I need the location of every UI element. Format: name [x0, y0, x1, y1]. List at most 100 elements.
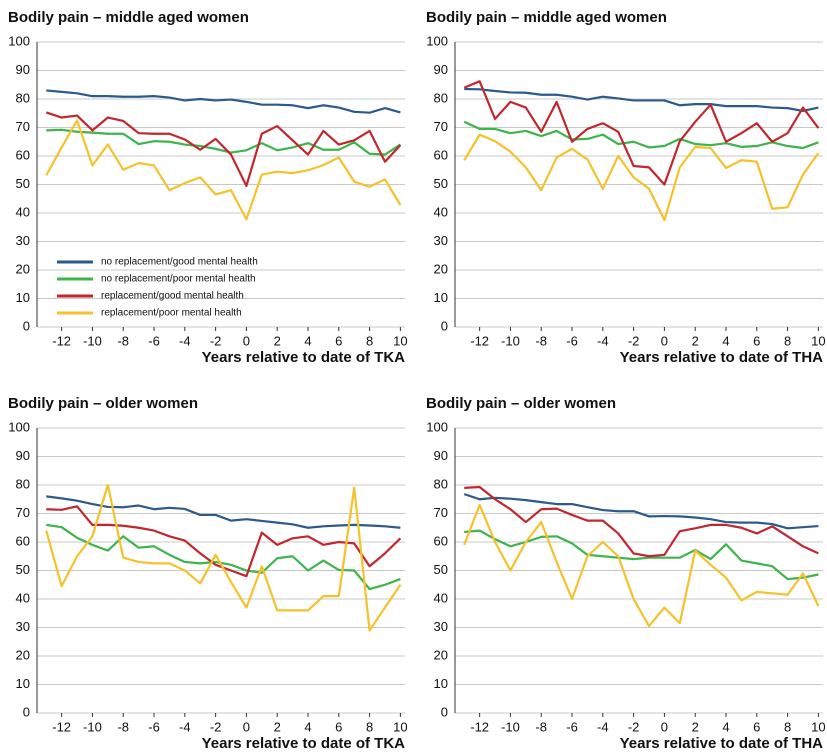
series-line	[464, 529, 819, 581]
series-line	[46, 495, 401, 529]
y-tick-label: 70	[16, 505, 30, 520]
x-tick-label: -4	[179, 333, 191, 348]
y-tick-label: 10	[434, 676, 448, 691]
y-tick-label: 70	[434, 505, 448, 520]
panel: Bodily pain – middle aged women 0 10 20 30 40…	[8, 9, 408, 366]
x-tick-label: -12	[52, 719, 71, 734]
x-tick-label: -8	[535, 333, 547, 348]
x-tick-label: 2	[274, 719, 281, 734]
y-tick-label: 30	[434, 619, 448, 634]
y-tick-label: 30	[16, 619, 30, 634]
y-tick-label: 40	[434, 204, 448, 219]
x-tick-label: -2	[210, 719, 222, 734]
x-tick-label: 10	[393, 719, 407, 734]
y-tick-label: 40	[16, 204, 30, 219]
x-tick-label: 2	[692, 719, 699, 734]
y-tick-label: 50	[434, 176, 448, 191]
y-tick-label: 90	[16, 448, 30, 463]
x-tick-label: 8	[784, 719, 791, 734]
x-tick-label: -12	[470, 719, 489, 734]
x-tick-label: -4	[597, 333, 609, 348]
legend-label: replacement/good mental health	[101, 291, 244, 302]
y-tick-label: 90	[16, 62, 30, 77]
x-tick-label: -10	[83, 719, 102, 734]
y-tick-label: 90	[434, 62, 448, 77]
x-tick-label: 10	[393, 333, 407, 348]
x-tick-label: 0	[661, 333, 668, 348]
y-tick-label: 10	[434, 290, 448, 305]
y-tick-label: 100	[8, 419, 30, 434]
y-tick-label: 0	[23, 318, 30, 333]
series-line	[464, 485, 819, 558]
x-tick-label: -6	[566, 333, 578, 348]
y-tick-label: 50	[434, 562, 448, 577]
y-tick-label: 0	[441, 318, 448, 333]
y-tick-label: 0	[23, 704, 30, 719]
panel: Bodily pain – middle aged women010203040…	[426, 9, 826, 366]
x-tick-label: 6	[753, 719, 760, 734]
y-tick-label: 60	[16, 533, 30, 548]
y-tick-label: 100	[426, 419, 448, 434]
y-tick-label: 40	[16, 590, 30, 605]
x-tick-label: -8	[535, 719, 547, 734]
x-tick-label: 4	[722, 333, 729, 348]
panel: Bodily pain – older women010203040506070…	[8, 395, 408, 752]
x-tick-label: 8	[784, 333, 791, 348]
y-tick-label: 30	[16, 233, 30, 248]
x-tick-label: 2	[692, 333, 699, 348]
x-tick-label: -4	[597, 719, 609, 734]
x-tick-label: 4	[304, 333, 311, 348]
series-line	[463, 80, 820, 186]
chart-title: Bodily pain – middle aged women	[426, 9, 667, 26]
x-tick-label: 0	[243, 719, 250, 734]
y-tick-label: 10	[16, 676, 30, 691]
x-tick-label: 2	[274, 333, 281, 348]
x-tick-label: 0	[661, 719, 668, 734]
y-tick-label: 70	[434, 119, 448, 134]
y-tick-label: 20	[16, 647, 30, 662]
y-tick-label: 50	[16, 176, 30, 191]
y-tick-label: 90	[434, 448, 448, 463]
y-tick-label: 60	[16, 147, 30, 162]
y-tick-label: 20	[16, 261, 30, 276]
series-line	[463, 503, 820, 628]
series-line	[463, 133, 820, 222]
y-tick-label: 10	[16, 290, 30, 305]
x-tick-label: 6	[335, 719, 342, 734]
series-line	[464, 87, 819, 113]
series-line	[46, 523, 401, 591]
y-tick-label: 100	[8, 33, 30, 48]
chart-title: Bodily pain – older women	[426, 395, 616, 412]
x-tick-label: -4	[179, 719, 191, 734]
legend-label: no replacement/good mental health	[101, 257, 258, 268]
x-axis-label: Years relative to date of TKA	[202, 349, 406, 366]
x-tick-label: -6	[148, 719, 160, 734]
x-tick-label: 8	[366, 333, 373, 348]
x-tick-label: 6	[335, 333, 342, 348]
x-axis-label: Years relative to date of TKA	[202, 735, 406, 752]
x-tick-label: -12	[52, 333, 71, 348]
x-tick-label: 10	[811, 333, 825, 348]
x-tick-label: -2	[210, 333, 222, 348]
x-axis-label: Years relative to date of THA	[620, 349, 824, 366]
y-tick-label: 60	[434, 147, 448, 162]
chart-title: Bodily pain – middle aged women	[8, 9, 249, 26]
y-tick-label: 80	[434, 90, 448, 105]
x-tick-label: -12	[470, 333, 489, 348]
series-line	[46, 128, 401, 156]
y-tick-label: 50	[16, 562, 30, 577]
x-tick-label: -2	[628, 333, 640, 348]
x-tick-label: -10	[501, 719, 520, 734]
series-line	[463, 493, 819, 530]
y-tick-label: 80	[16, 476, 30, 491]
x-tick-label: -10	[501, 333, 520, 348]
y-tick-label: 80	[16, 90, 30, 105]
y-tick-label: 20	[434, 261, 448, 276]
legend-label: replacement/poor mental health	[101, 308, 242, 319]
chart-title: Bodily pain – older women	[8, 395, 198, 412]
x-tick-label: 8	[366, 719, 373, 734]
legend-label: no replacement/poor mental health	[101, 274, 256, 285]
x-tick-label: -2	[628, 719, 640, 734]
x-tick-label: -8	[117, 719, 129, 734]
x-tick-label: 4	[304, 719, 311, 734]
